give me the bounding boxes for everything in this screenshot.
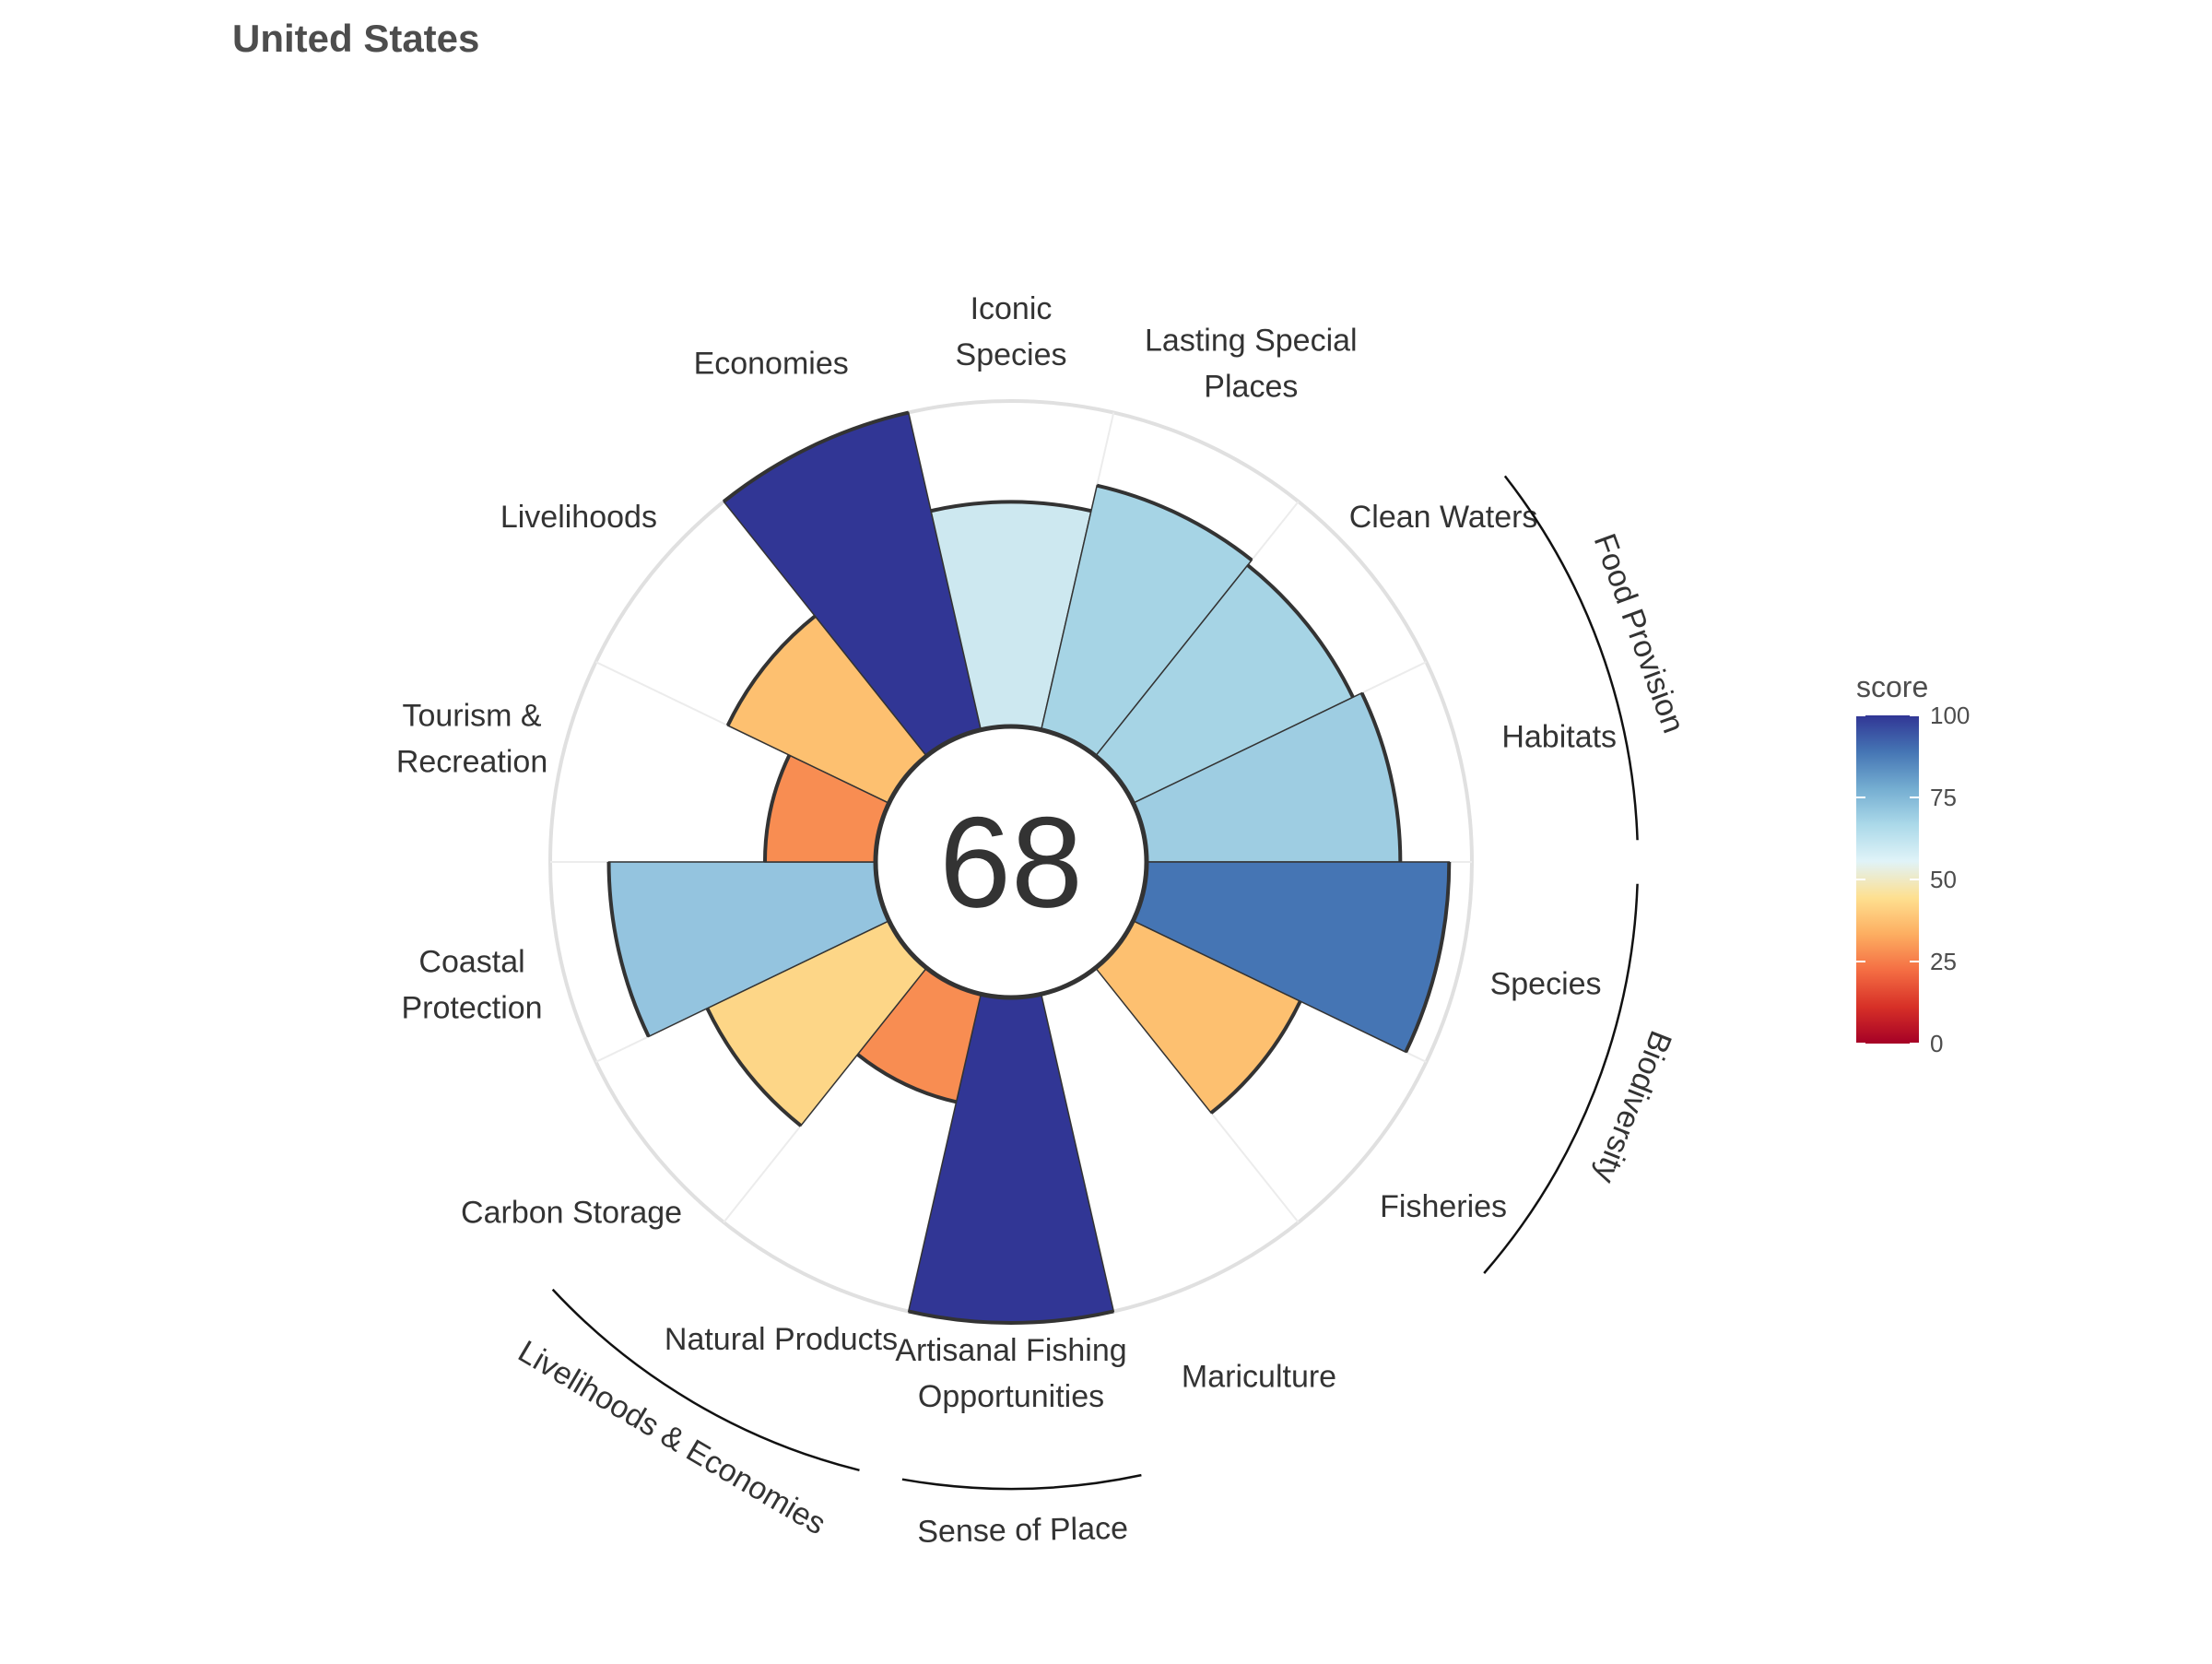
goal-label-line: Lasting Special <box>1145 323 1358 358</box>
goal-label-line: Opportunities <box>918 1379 1104 1414</box>
group-label-biodiversity: Biodiversity <box>1587 1026 1678 1188</box>
goal-label-economies: Economies <box>694 346 849 381</box>
petal-layer <box>606 410 1452 1325</box>
goal-label-line: Places <box>1204 369 1298 404</box>
legend-title: score <box>1856 670 1928 703</box>
goal-label-natural-products: Natural Products <box>665 1322 898 1357</box>
goal-label-line: Tourism & <box>402 698 541 733</box>
group-arc-sense-of-place <box>901 1473 1142 1491</box>
legend-tick-label: 50 <box>1930 866 1957 893</box>
goal-label-line: Coastal <box>418 945 524 980</box>
petal-outline-tourism-recreation <box>762 754 792 863</box>
goal-label-line: Natural Products <box>665 1322 898 1357</box>
center-score: 68 <box>939 790 1083 935</box>
goal-label-special-places: Lasting Special Places <box>1145 323 1358 404</box>
chart-title: United States <box>232 17 480 60</box>
group-arc-food-provision <box>1503 475 1639 841</box>
goal-label-livelihoods: Livelihoods <box>500 500 657 535</box>
legend-colorbar <box>1856 715 1919 1044</box>
petal-outline-livelihoods <box>725 614 817 726</box>
legend: score 0 25 50 75 100 <box>1856 670 1970 1057</box>
goal-label-line: Economies <box>694 346 849 381</box>
goal-label-clean-waters: Clean Waters <box>1349 500 1538 535</box>
goal-label-line: Species <box>956 337 1067 372</box>
goal-label-line: Recreation <box>396 744 547 779</box>
petal-outline-clean-waters <box>1246 563 1355 699</box>
petal-outline-carbon-storage <box>705 1007 803 1127</box>
goal-label-line: Carbon Storage <box>461 1195 682 1230</box>
goal-label-line: Artisanal Fishing <box>895 1333 1126 1368</box>
goal-label-line: Livelihoods <box>500 500 657 535</box>
petal-outline-fisheries <box>1209 1000 1302 1115</box>
goal-label-coastal-protection: Coastal Protection <box>401 945 542 1026</box>
center-circle <box>873 724 1149 1000</box>
goal-label-line: Species <box>1490 966 1602 1001</box>
goal-label-line: Protection <box>401 991 542 1026</box>
goal-label-tourism: Tourism & Recreation <box>396 698 547 779</box>
petal-outline-habitats <box>1359 691 1403 863</box>
petal-outline-artisanal-fishing-opportunities <box>908 1309 1114 1325</box>
petal-outline-lasting-special-places <box>1096 483 1253 562</box>
goal-label-species: Species <box>1490 966 1602 1001</box>
goal-label-fisheries: Fisheries <box>1380 1189 1507 1224</box>
goal-label-artisanal: Artisanal Fishing Opportunities <box>895 1333 1126 1414</box>
legend-tick-label: 0 <box>1930 1030 1943 1057</box>
petal-outline-economies <box>723 410 910 503</box>
petal-outline-iconic-species <box>930 500 1092 513</box>
goal-label-line: Iconic <box>971 291 1053 326</box>
petal-outline-coastal-protection <box>606 861 651 1038</box>
goal-label-mariculture: Mariculture <box>1182 1360 1336 1395</box>
goal-label-line: Habitats <box>1501 719 1617 754</box>
goal-label-carbon-storage: Carbon Storage <box>461 1195 682 1230</box>
legend-tick-label: 25 <box>1930 948 1957 975</box>
group-arc-biodiversity <box>1483 883 1639 1274</box>
center-layer: 68 <box>873 724 1149 1000</box>
goal-label-habitats: Habitats <box>1501 719 1617 754</box>
label-layer: Fisheries Mariculture Artisanal Fishing Opp… <box>396 291 1617 1414</box>
legend-tick-label: 100 <box>1930 702 1970 729</box>
group-label-sense-of-place: Sense of Place <box>917 1511 1128 1550</box>
petal-outline-species <box>1404 861 1452 1054</box>
goal-label-iconic-species: Iconic Species <box>956 291 1067 372</box>
legend-tick-label: 75 <box>1930 784 1957 811</box>
group-label-food-provision: Food Provision <box>1587 529 1691 738</box>
goal-label-line: Fisheries <box>1380 1189 1507 1224</box>
group-arc-livelihoods-economies <box>551 1288 860 1472</box>
group-label-livelihoods-economies: Livelihoods & Economies <box>512 1334 832 1542</box>
goal-label-line: Clean Waters <box>1349 500 1538 535</box>
petal-outline-natural-products <box>856 1053 958 1104</box>
goal-label-line: Mariculture <box>1182 1360 1336 1395</box>
